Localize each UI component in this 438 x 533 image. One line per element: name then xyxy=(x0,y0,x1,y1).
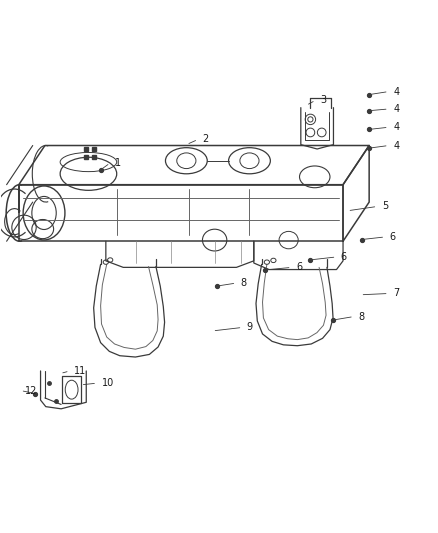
Text: 4: 4 xyxy=(393,141,399,150)
Text: 10: 10 xyxy=(102,378,114,388)
Text: 2: 2 xyxy=(202,134,209,144)
Text: 12: 12 xyxy=(25,385,37,395)
Text: 8: 8 xyxy=(241,278,247,288)
Text: 8: 8 xyxy=(358,312,364,321)
Text: 1: 1 xyxy=(115,158,121,168)
Text: 6: 6 xyxy=(296,262,302,272)
Text: 4: 4 xyxy=(393,122,399,132)
Text: 11: 11 xyxy=(74,366,86,376)
Text: 7: 7 xyxy=(393,288,399,298)
Text: 3: 3 xyxy=(320,95,326,105)
Text: 4: 4 xyxy=(393,104,399,114)
Text: 6: 6 xyxy=(390,232,396,242)
Text: 5: 5 xyxy=(382,201,388,212)
Text: 9: 9 xyxy=(247,322,253,333)
Text: 4: 4 xyxy=(393,86,399,96)
Text: 6: 6 xyxy=(341,252,347,262)
